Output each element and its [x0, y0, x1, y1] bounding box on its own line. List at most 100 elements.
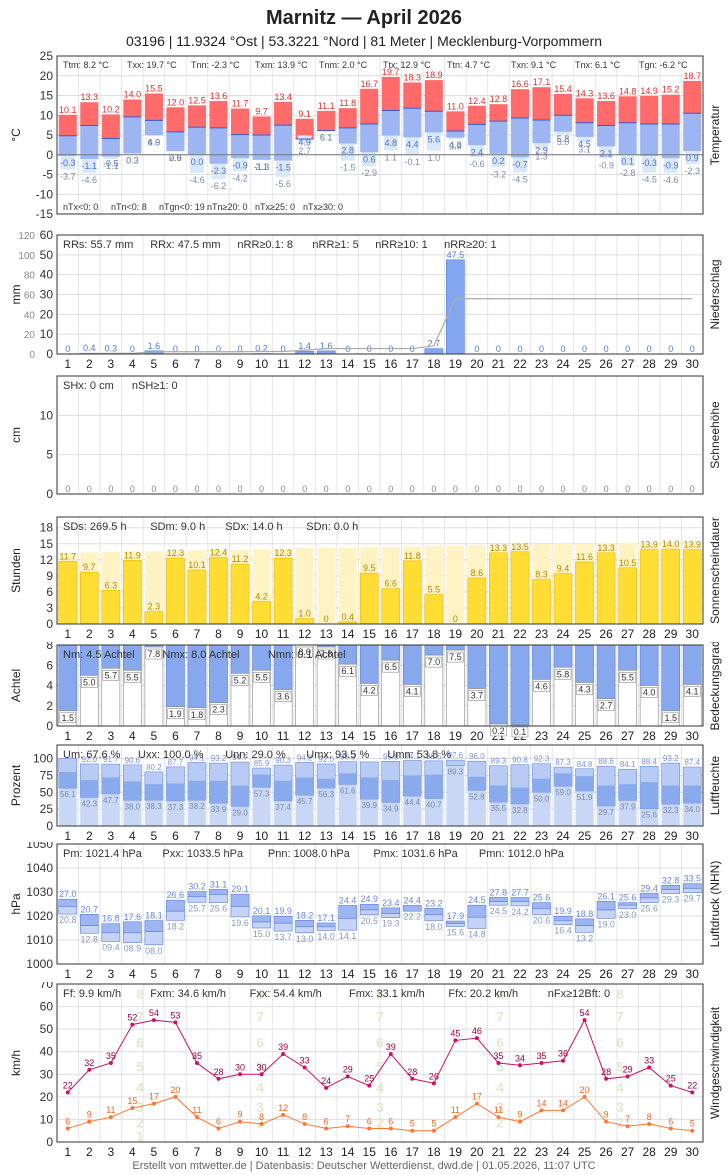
tground-bar: [297, 135, 312, 145]
tmean-bar: [252, 135, 271, 160]
x-tick-label: 9: [237, 1145, 244, 1159]
x-tick-label: 26: [599, 967, 613, 981]
x-tick-label: 11: [277, 829, 290, 842]
x-tick-label: 10: [255, 967, 269, 981]
wind-max-label: 26: [429, 1071, 439, 1081]
summary-stat: RRx: 47.5 mm: [150, 239, 220, 251]
y-tick-label: 0: [46, 487, 53, 501]
humidity-mean-bar: [532, 778, 551, 793]
x-tick-label: 8: [215, 627, 222, 641]
y-tick-label: 1000: [26, 957, 53, 971]
humidity-mean-bar: [230, 785, 250, 807]
tmean-bar: [532, 119, 551, 144]
sunshine-label: 12.4: [210, 548, 228, 558]
x-tick-label: 20: [470, 829, 484, 842]
beaufort-label: 5: [616, 1058, 624, 1074]
x-tick-label: 5: [151, 627, 158, 641]
pressure-lower-bar: [273, 922, 293, 932]
humidity-max-label: 96.3: [340, 753, 356, 762]
pressure-min-label: 09.4: [102, 942, 120, 952]
tground-label: -5.6: [275, 179, 291, 189]
beaufort-label: 5: [376, 1058, 384, 1074]
tmean-bar: [274, 125, 293, 161]
summary-stat: SDx: 14.0 h: [225, 521, 282, 533]
pressure-max-label: 18.1: [145, 911, 163, 921]
clear-sky-bar: [596, 644, 616, 699]
humidity-max-label: 94.2: [297, 753, 313, 762]
x-tick-label: 15: [363, 627, 377, 641]
y-tick-label: -5: [42, 168, 53, 182]
tground-label: -4.2: [232, 173, 248, 183]
beaufort-label: 3: [616, 1099, 624, 1115]
pressure-max-label: 17.9: [447, 911, 465, 921]
summary-stat: Fxx: 54.4 km/h: [250, 988, 322, 1000]
tmax-label: 15.2: [662, 85, 680, 95]
humidity-max-label: 90.3: [275, 756, 291, 765]
wind-max-label: 22: [63, 1080, 73, 1090]
cloud-label: 3.7: [471, 691, 484, 701]
tground-label: 1.0: [428, 153, 441, 163]
y-axis-label: hPa: [9, 893, 23, 915]
wind-mean-point: [302, 1121, 307, 1126]
x-tick-label: 5: [151, 829, 158, 842]
cloud-label-box: [554, 669, 572, 680]
beaufort-label: 6: [496, 1035, 504, 1051]
wind-mean-point: [582, 1094, 587, 1099]
x-tick-label: 22: [513, 967, 527, 981]
pressure-upper-bar: [467, 904, 487, 918]
wind-mean-point: [216, 1126, 221, 1131]
tmin-label: 5.6: [428, 135, 441, 145]
beaufort-label: 6: [376, 1035, 384, 1051]
snow-label: 0: [561, 484, 566, 494]
wind-mean-point: [410, 1128, 415, 1133]
y-tick-label: 50: [40, 785, 54, 799]
tmax-bar: [661, 94, 680, 124]
x-tick-label: 20: [470, 967, 484, 981]
wind-mean-label: 8: [259, 1112, 264, 1122]
wind-max-label: 25: [364, 1074, 374, 1084]
y-tick-label: 0: [46, 617, 53, 631]
pressure-min-label: 20.5: [360, 916, 378, 926]
y-tick-label: 20: [40, 69, 54, 83]
sunshine-bar: [596, 552, 616, 625]
cloud-label-box: [274, 691, 292, 702]
wind-mean-label: 8: [302, 1112, 307, 1122]
pressure-lower-bar: [123, 932, 142, 943]
x-tick-label: 24: [556, 729, 570, 742]
tmin-label: -0.9: [663, 160, 679, 170]
cloud-label-box: [683, 686, 701, 697]
sunshine-bar: [123, 560, 142, 625]
wind-mean-label: 6: [388, 1116, 393, 1126]
tground-label: -2.3: [684, 166, 700, 176]
tmean-bar: [446, 131, 465, 138]
wind-mean-point: [561, 1108, 566, 1113]
humidity-min-label: 45.7: [297, 797, 313, 806]
humidity-mean-bar: [252, 774, 271, 788]
snow-label: 0: [130, 484, 135, 494]
x-tick-label: 1: [64, 1145, 71, 1159]
x-tick-label: 6: [172, 967, 179, 981]
humidity-max-label: 96.0: [469, 752, 485, 761]
snow-label: 0: [690, 484, 695, 494]
pressure-upper-bar: [252, 915, 271, 923]
y-tick-label: 0: [46, 819, 53, 833]
x-tick-label: 9: [237, 627, 244, 641]
x-tick-label: 1: [64, 357, 71, 370]
x-tick-label: 12: [298, 1145, 312, 1159]
wind-mean-label: 14: [558, 1098, 568, 1108]
tmax-label: 13.3: [81, 92, 99, 102]
humidity-max-label: 94.7: [232, 753, 248, 762]
summary-stat: Umx: 93.5 %: [306, 749, 369, 761]
x-tick-label: 16: [384, 357, 398, 370]
wind-max-label: 33: [300, 1056, 310, 1066]
tmax-bar: [489, 104, 508, 122]
tmax-bar: [187, 105, 207, 128]
wind-max-point: [281, 1051, 286, 1056]
temperature-chart: -15 -10 -5 0 5 10 15 20 25 °C Temperatur 10.1 -0.3 -3…: [9, 50, 722, 220]
x-tick-label: 14: [341, 1145, 355, 1159]
sunshine-bar: [639, 549, 659, 625]
tmin-label: -0.9: [232, 160, 248, 170]
x-tick-label: 28: [642, 829, 656, 842]
sunshine-label: 11.2: [232, 554, 249, 564]
